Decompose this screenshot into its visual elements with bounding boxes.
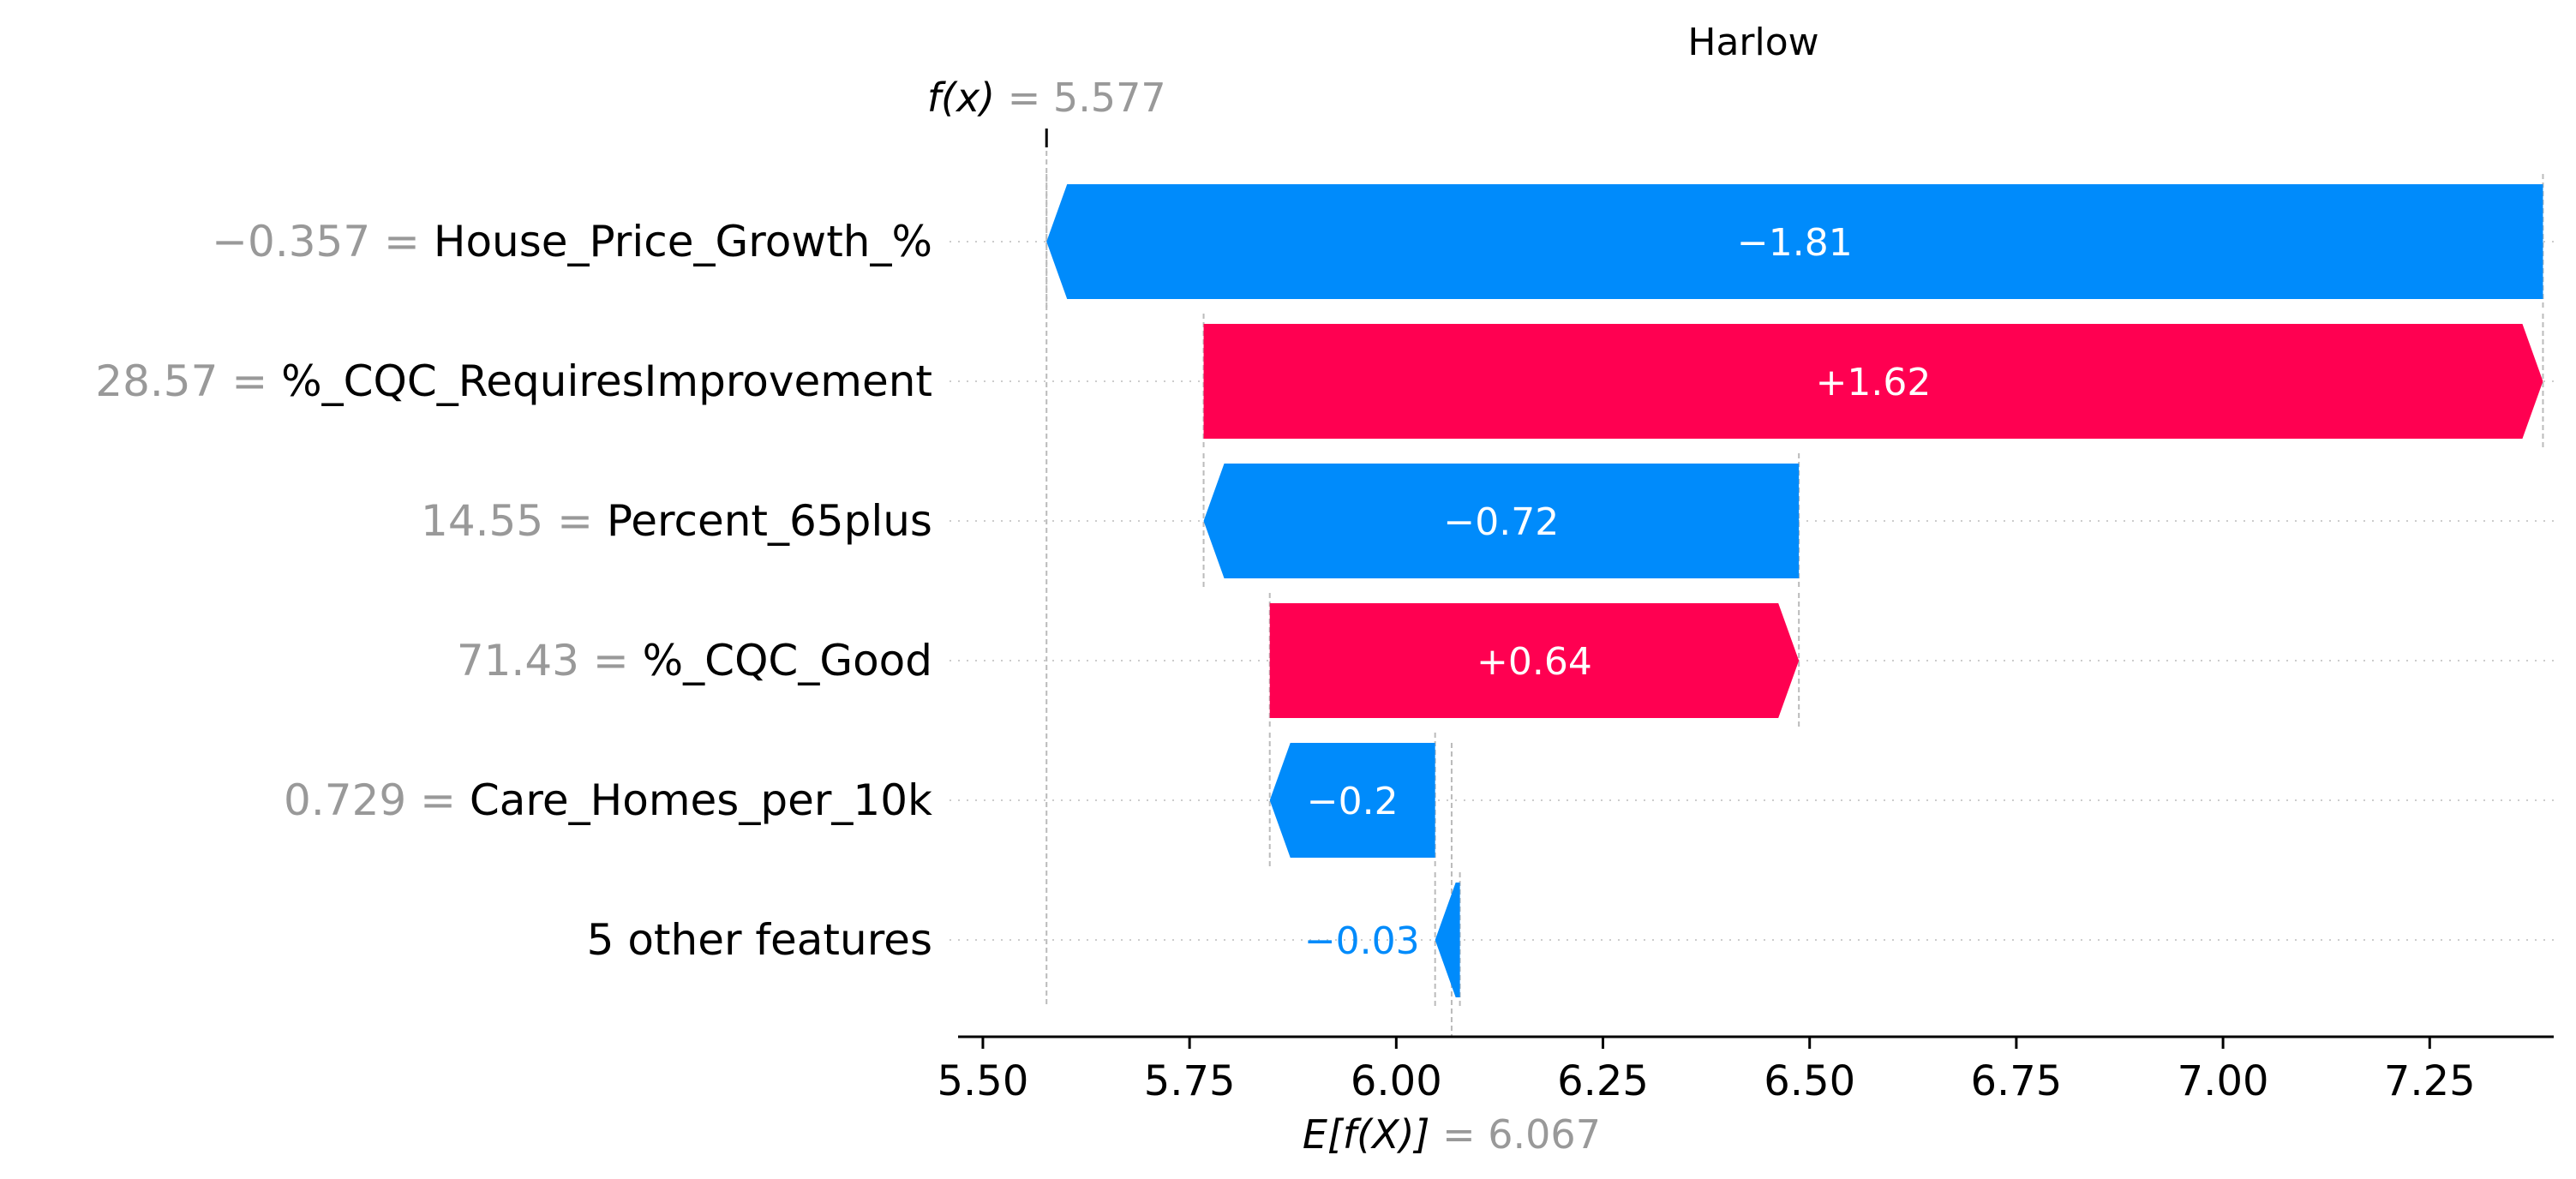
feature-name: %_CQC_RequiresImprovement xyxy=(281,356,932,406)
feature-name: House_Price_Growth_% xyxy=(434,217,932,266)
bar-value-label: −0.72 xyxy=(1443,500,1559,544)
base-value-annotation: E[f(X)] = 6.067 xyxy=(1303,1111,1601,1158)
chart-title: Harlow xyxy=(1687,21,1818,64)
x-tick-label: 6.00 xyxy=(1351,1057,1442,1105)
feature-name: %_CQC_Good xyxy=(643,636,932,685)
equals-sign: = xyxy=(1429,1111,1488,1158)
feature-value: 14.55 xyxy=(421,496,543,546)
bars: −1.81 +1.62 −0.72 +0.64 −0.2 −0.03 xyxy=(1046,184,2543,997)
feature-value: 71.43 xyxy=(457,636,579,685)
feature-label: 0.729 = Care_Homes_per_10k xyxy=(284,775,932,825)
bar-value-label: −0.03 xyxy=(1304,919,1420,963)
x-tick-label: 6.50 xyxy=(1764,1057,1855,1105)
bar-value-label: +1.62 xyxy=(1816,361,1932,404)
equals-sign: = xyxy=(579,636,643,685)
feature-label: 14.55 = Percent_65plus xyxy=(421,496,932,546)
x-tick-label: 7.25 xyxy=(2384,1057,2476,1105)
feature-label: 71.43 = %_CQC_Good xyxy=(457,636,932,685)
feature-label: 28.57 = %_CQC_RequiresImprovement xyxy=(95,356,932,406)
equals-sign: = xyxy=(370,217,434,266)
output-value-text: 5.577 xyxy=(1053,75,1166,121)
feature-value: 28.57 xyxy=(95,356,218,406)
x-tick-label: 7.00 xyxy=(2178,1057,2269,1105)
annotations: f(x) = 5.577 E[f(X)] = 6.067 xyxy=(927,75,1601,1158)
waterfall-bar xyxy=(1046,184,2543,299)
equals-sign: = xyxy=(218,356,281,406)
x-tick-label: 6.25 xyxy=(1557,1057,1649,1105)
x-tick-label: 6.75 xyxy=(1970,1057,2062,1105)
output-value-annotation: f(x) = 5.577 xyxy=(927,75,1166,121)
waterfall-bar xyxy=(1203,324,2543,439)
output-value-name: f(x) xyxy=(927,75,995,121)
base-value-text: 6.067 xyxy=(1488,1111,1601,1158)
feature-label: 5 other features xyxy=(587,915,932,965)
feature-value: 0.729 xyxy=(284,775,406,825)
waterfall-bar xyxy=(1203,464,1800,578)
x-axis: 5.50 5.75 6.00 6.25 6.50 6.75 7.00 7.25 xyxy=(938,1035,2554,1105)
feature-value: −0.357 xyxy=(212,217,370,266)
feature-name: Care_Homes_per_10k xyxy=(470,775,932,825)
feature-labels: −0.357 = House_Price_Growth_% 28.57 = %_C… xyxy=(95,217,932,965)
equals-sign: = xyxy=(543,496,607,546)
bar-value-label: +0.64 xyxy=(1477,640,1592,684)
x-tick-label: 5.75 xyxy=(1144,1057,1236,1105)
feature-name: Percent_65plus xyxy=(607,496,932,546)
x-tick-label: 5.50 xyxy=(938,1057,1029,1105)
waterfall-bar xyxy=(1269,743,1435,858)
feature-name: 5 other features xyxy=(587,915,932,965)
equals-sign: = xyxy=(995,75,1053,121)
bar-value-label: −1.81 xyxy=(1737,221,1853,265)
bar-value-label: −0.2 xyxy=(1307,780,1399,823)
feature-label: −0.357 = House_Price_Growth_% xyxy=(212,217,932,266)
waterfall-bar xyxy=(1435,883,1460,997)
waterfall-bar xyxy=(1269,603,1800,718)
base-value-name: E[f(X)] xyxy=(1303,1111,1430,1158)
equals-sign: = xyxy=(406,775,470,825)
